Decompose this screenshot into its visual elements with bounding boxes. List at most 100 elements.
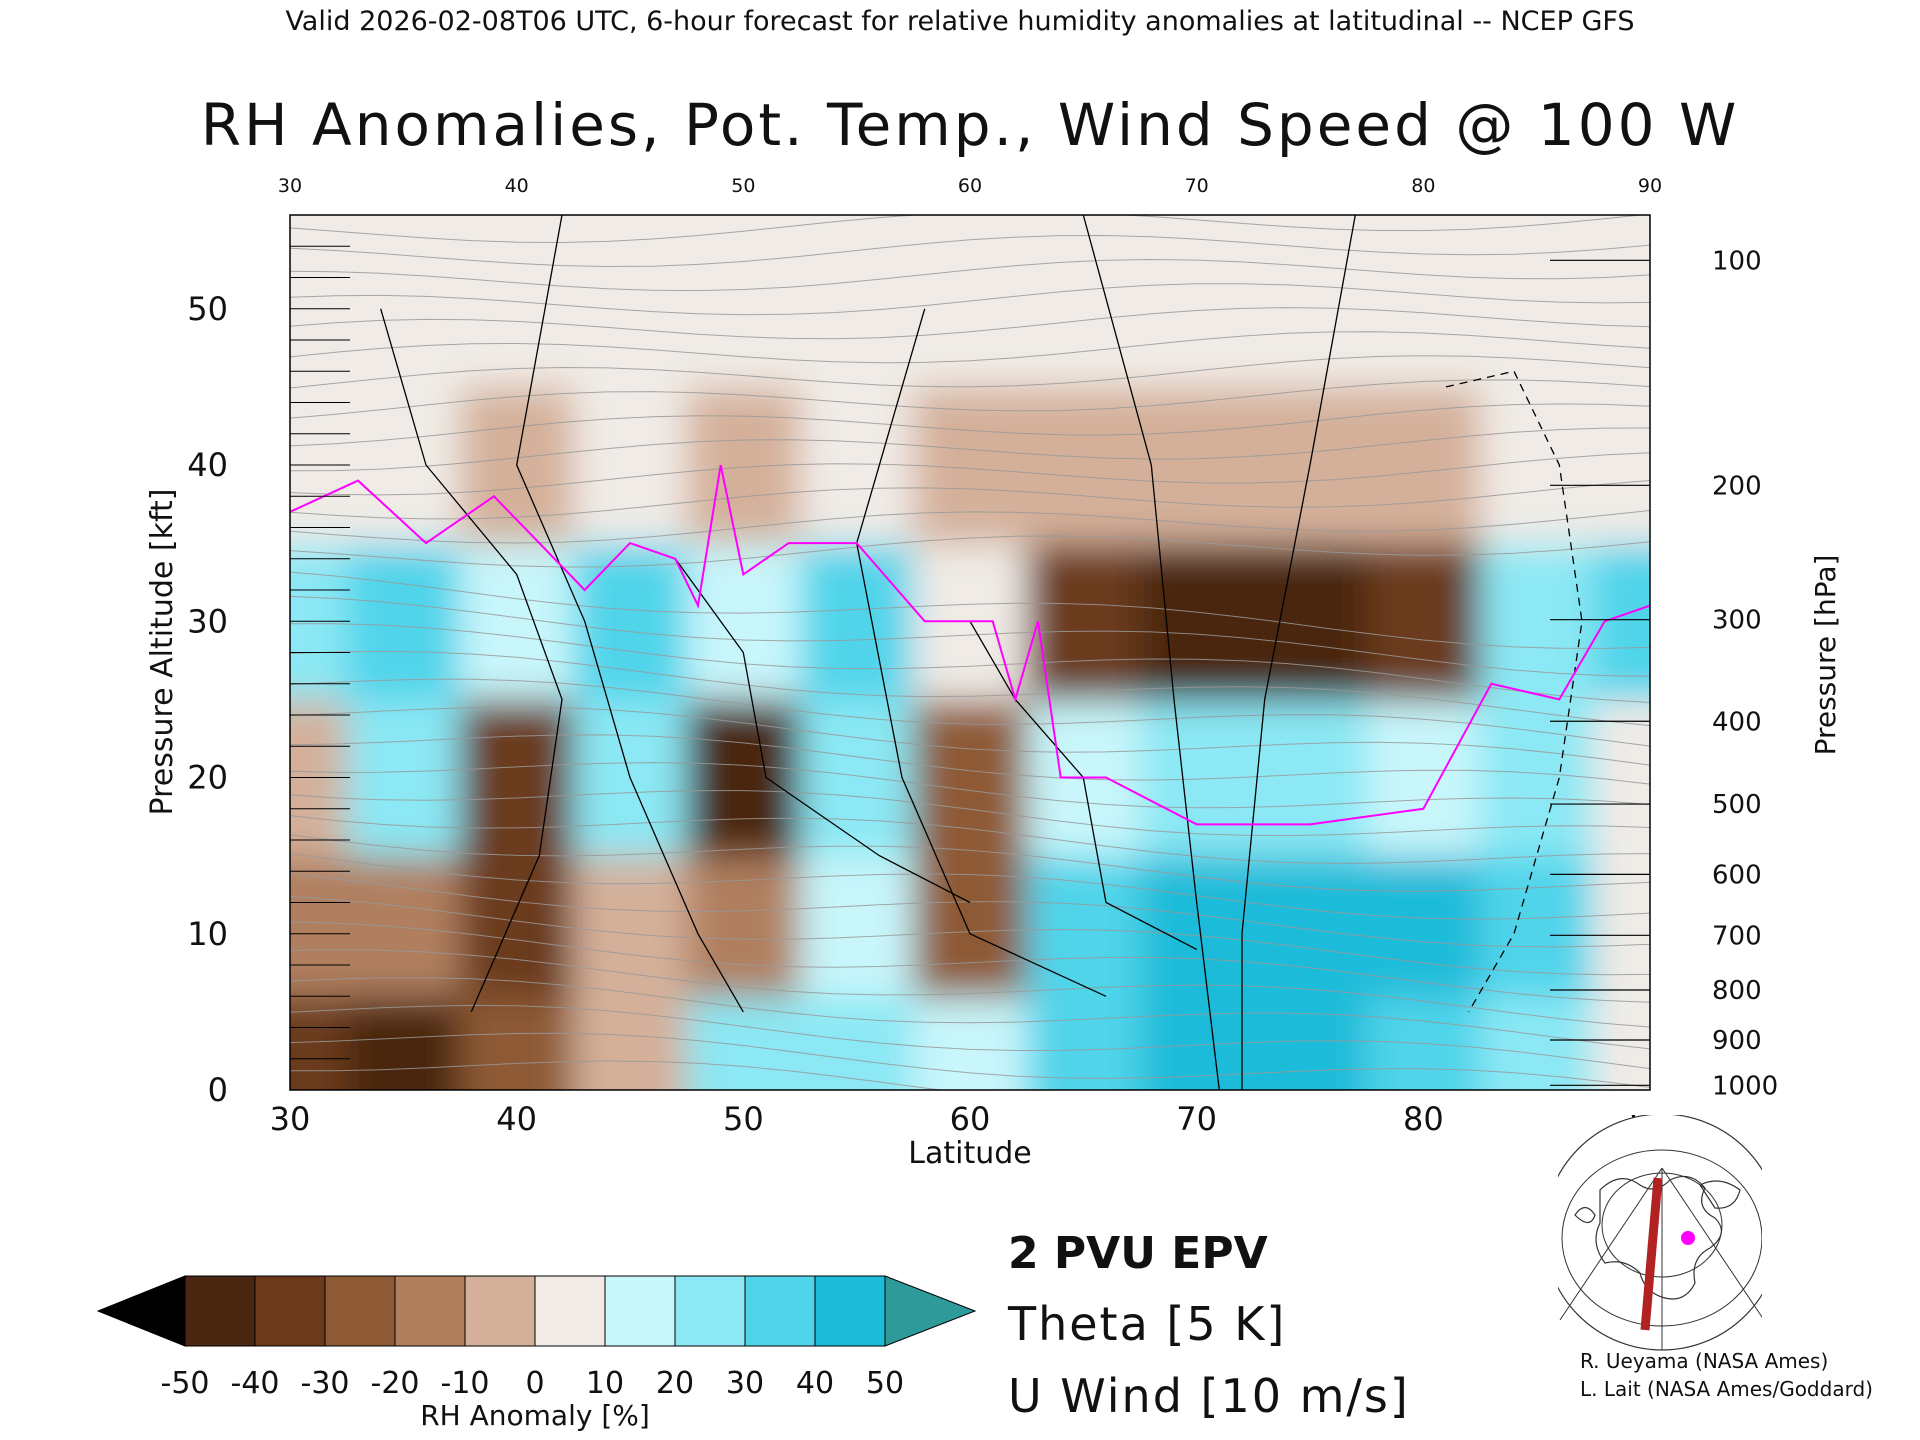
theta-line [290, 355, 1650, 389]
rh-cell [1480, 855, 1595, 998]
rh-cell [290, 215, 348, 388]
rh-cell [573, 386, 688, 545]
map-cross-section-line [1640, 1177, 1663, 1331]
colorbar-low-arrow [96, 1275, 186, 1347]
rh-field-blur [290, 215, 1650, 1090]
rh-cell [913, 996, 1028, 1090]
theta-line [290, 853, 1650, 920]
rh-cell [460, 699, 575, 857]
x-top-tick-label: 90 [1638, 175, 1662, 197]
rh-cell [800, 386, 915, 545]
u-wind-line [516, 215, 744, 1013]
theta-line [290, 1032, 1650, 1088]
colorbar-label: RH Anomaly [%] [420, 1399, 650, 1432]
x-top-tick-label: 50 [731, 175, 755, 197]
pressure-tick-label: 300 [1712, 606, 1762, 636]
rh-cell [686, 699, 801, 857]
colorbar-tick-label: 0 [525, 1366, 544, 1401]
rh-cell [1026, 543, 1141, 701]
colorbar-tick-label: 40 [796, 1366, 834, 1401]
rh-cell [346, 699, 461, 857]
colorbar-bin [394, 1275, 466, 1347]
x-tick-label: 40 [496, 1100, 537, 1138]
y-tick-label: 50 [187, 290, 228, 328]
legend: 2 PVU EPV Theta [5 K] U Wind [10 m/s] [1007, 1228, 1408, 1423]
theta-line [290, 790, 1650, 837]
colorbar-bin [464, 1275, 536, 1347]
u-wind-line [380, 308, 563, 1013]
rh-cell [1140, 855, 1255, 998]
x-axis-label: Latitude [908, 1136, 1031, 1171]
rh-cell [1480, 215, 1595, 388]
y-axis-label: Pressure Altitude [kft] [145, 489, 180, 816]
u-wind-line [1082, 215, 1220, 1090]
rh-cell [1593, 543, 1650, 701]
x-tick-label: 70 [1176, 1100, 1217, 1138]
rh-cell [1366, 543, 1481, 701]
rh-cell [1253, 699, 1368, 857]
rh-cell [686, 543, 801, 701]
colorbar-bin [254, 1275, 326, 1347]
rh-cell [913, 855, 1028, 998]
x-tick-label: 50 [723, 1100, 764, 1138]
colorbar-tick-label: -40 [231, 1366, 280, 1401]
plot-area [289, 214, 1651, 1091]
theta-line [290, 427, 1650, 472]
colorbar-high-arrow [884, 1275, 977, 1347]
rh-cell [1366, 215, 1481, 388]
rh-cell [346, 215, 461, 388]
theta-line [290, 215, 1646, 244]
pressure-tick-label: 900 [1712, 1026, 1762, 1056]
rh-cell [460, 996, 575, 1090]
rh-cell [800, 996, 915, 1090]
y-tick-label: 30 [187, 602, 228, 640]
rh-cell [1593, 855, 1650, 998]
theta-line [290, 452, 1650, 496]
theta-line [290, 623, 1650, 703]
rh-cell [1026, 855, 1141, 998]
rh-cell [573, 996, 688, 1090]
rh-cell [573, 543, 688, 701]
map-meridian-a [1559, 1167, 1663, 1321]
location-map-inset [1540, 1100, 1782, 1360]
rh-cell [800, 855, 915, 998]
colorbar-bin [744, 1275, 816, 1347]
theta-line [290, 307, 1650, 340]
colorbar-bin [604, 1275, 676, 1347]
rh-cell [1480, 699, 1595, 857]
colorbar-tick-label: -30 [301, 1366, 350, 1401]
rh-cell [1253, 543, 1368, 701]
theta-line [290, 1004, 1650, 1070]
rh-anomaly-field [290, 215, 1650, 1090]
pressure-tick-label: 400 [1712, 707, 1762, 737]
y-tick-label: 40 [187, 446, 228, 484]
y-tick-label: 10 [187, 915, 228, 953]
rh-cell [800, 543, 915, 701]
rh-cell [1593, 386, 1650, 545]
colorbar-bin [324, 1275, 396, 1347]
theta-line [290, 234, 1650, 268]
theta-line [290, 734, 1650, 785]
map-frame-mask-left [1540, 1110, 1558, 1360]
colorbar-bin [534, 1275, 606, 1347]
epv-2pvu-line [290, 464, 1650, 826]
map-frame-mask-right [1762, 1110, 1782, 1360]
rh-cell [1253, 855, 1368, 998]
rh-cell [686, 855, 801, 998]
u-wind-line [674, 558, 971, 904]
colorbar-tick-label: 50 [866, 1366, 904, 1401]
x-top-tick-label: 60 [958, 175, 982, 197]
rh-cell [1593, 215, 1650, 388]
rh-cell [346, 855, 461, 998]
rh-cell [1026, 215, 1141, 388]
map-meridian-b [1661, 1167, 1765, 1321]
colorbar-bin [674, 1275, 746, 1347]
rh-cell [1253, 215, 1368, 388]
valid-line: Valid 2026-02-08T06 UTC, 6-hour forecast… [285, 6, 1634, 37]
theta-line [290, 895, 1650, 976]
colorbar-bin [814, 1275, 886, 1347]
x-tick-label: 60 [950, 1100, 991, 1138]
u-wind-contours [380, 215, 1583, 1090]
legend-epv: 2 PVU EPV [1008, 1228, 1268, 1279]
theta-line [290, 815, 1650, 864]
